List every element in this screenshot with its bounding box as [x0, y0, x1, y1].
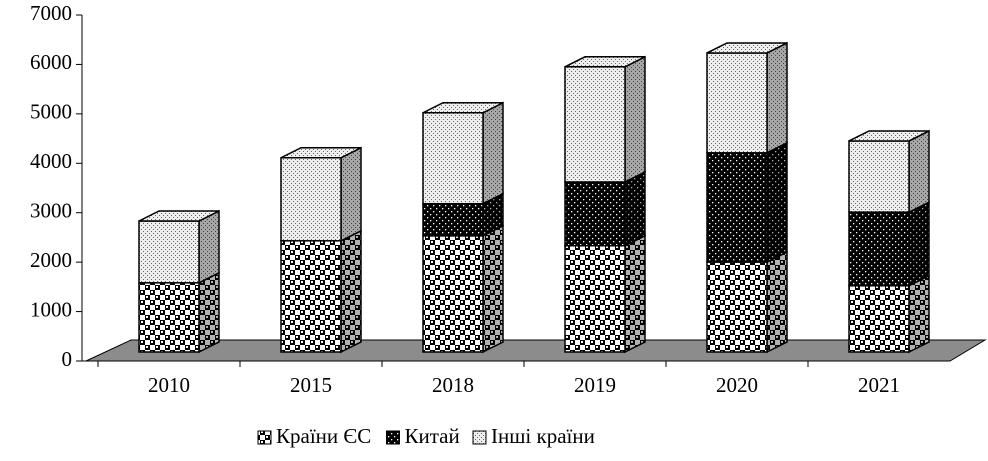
- y-tick-label: 3000: [30, 199, 72, 223]
- bar-front: [848, 140, 910, 213]
- bar-side-shade: [625, 171, 645, 246]
- bar-top: [422, 102, 504, 114]
- bar-front: [706, 52, 768, 154]
- bar-segment: [848, 129, 930, 214]
- bar-top: [706, 42, 788, 54]
- y-tick-label: 2000: [30, 248, 72, 272]
- x-tick-label: 2019: [574, 373, 616, 397]
- bar-front: [280, 156, 342, 242]
- bar-side-shade: [625, 56, 645, 182]
- legend: Країни ЄС Китай Інші країни: [257, 424, 595, 448]
- bar-side-shade: [199, 272, 219, 352]
- bar-top: [138, 210, 220, 222]
- x-tick-label: 2020: [716, 373, 758, 397]
- y-tick-label: 5000: [30, 100, 72, 124]
- bar-side-shade: [341, 147, 361, 241]
- bar-segment: [848, 200, 930, 287]
- bar-segment: [706, 41, 788, 155]
- legend-swatch: [472, 430, 487, 445]
- bar-side-shade: [625, 235, 645, 352]
- bar-front: [706, 261, 768, 353]
- bar-segment: [706, 250, 788, 354]
- bar-segment: [564, 234, 646, 354]
- bar-segment: [564, 170, 646, 247]
- bar-side-shade: [909, 130, 929, 213]
- bar-top: [848, 130, 930, 142]
- bar-segment: [138, 271, 220, 354]
- bar-side-shade: [341, 230, 361, 352]
- y-tick-label: 1000: [30, 297, 72, 321]
- bar-front: [422, 235, 484, 353]
- bar-front: [848, 211, 910, 287]
- bar-side-shade: [483, 225, 503, 352]
- bar-segment: [138, 209, 220, 285]
- y-tick-label: 6000: [30, 50, 72, 74]
- bar-segment: [848, 274, 930, 354]
- x-tick-label: 2010: [148, 373, 190, 397]
- bar-front: [564, 181, 626, 247]
- bar-side-shade: [767, 252, 787, 352]
- y-tick-label: 4000: [30, 149, 72, 173]
- bar-top: [280, 146, 362, 159]
- bar-front: [280, 240, 342, 353]
- x-tick-label: 2018: [432, 373, 474, 397]
- legend-swatch: [257, 430, 272, 445]
- y-tick-label: 0: [62, 347, 73, 371]
- bar-front: [848, 285, 910, 353]
- bar-segment: [422, 101, 504, 205]
- bar-front: [138, 282, 200, 353]
- bar-side-shade: [909, 275, 929, 352]
- legend-label: Країни ЄС: [276, 424, 371, 448]
- bar-segment: [564, 55, 646, 184]
- x-tick-label: 2015: [290, 373, 332, 397]
- bar-side-shade: [767, 42, 787, 153]
- x-tick-label: 2021: [858, 373, 900, 397]
- legend-label: Китай: [405, 424, 460, 448]
- bar-front: [422, 112, 484, 205]
- y-tick-label: 7000: [30, 1, 72, 25]
- bar-side-shade: [483, 102, 503, 204]
- bar-segment: [422, 192, 504, 238]
- bar-front: [138, 220, 200, 284]
- bar-segment: [422, 224, 504, 354]
- bar-side-shade: [767, 142, 787, 263]
- bar-front: [564, 66, 626, 183]
- bar-segment: [280, 146, 362, 242]
- bar-front: [706, 152, 768, 263]
- bar-front: [564, 244, 626, 353]
- legend-swatch: [386, 430, 400, 445]
- legend-label: Інші країни: [491, 424, 595, 448]
- bar-top: [564, 56, 646, 68]
- bar-segment: [706, 141, 788, 264]
- bar-segment: [280, 229, 362, 354]
- bar-front: [422, 202, 484, 237]
- bar-side-shade: [909, 202, 929, 286]
- bar-side-shade: [483, 193, 503, 236]
- bar-side-shade: [199, 211, 219, 283]
